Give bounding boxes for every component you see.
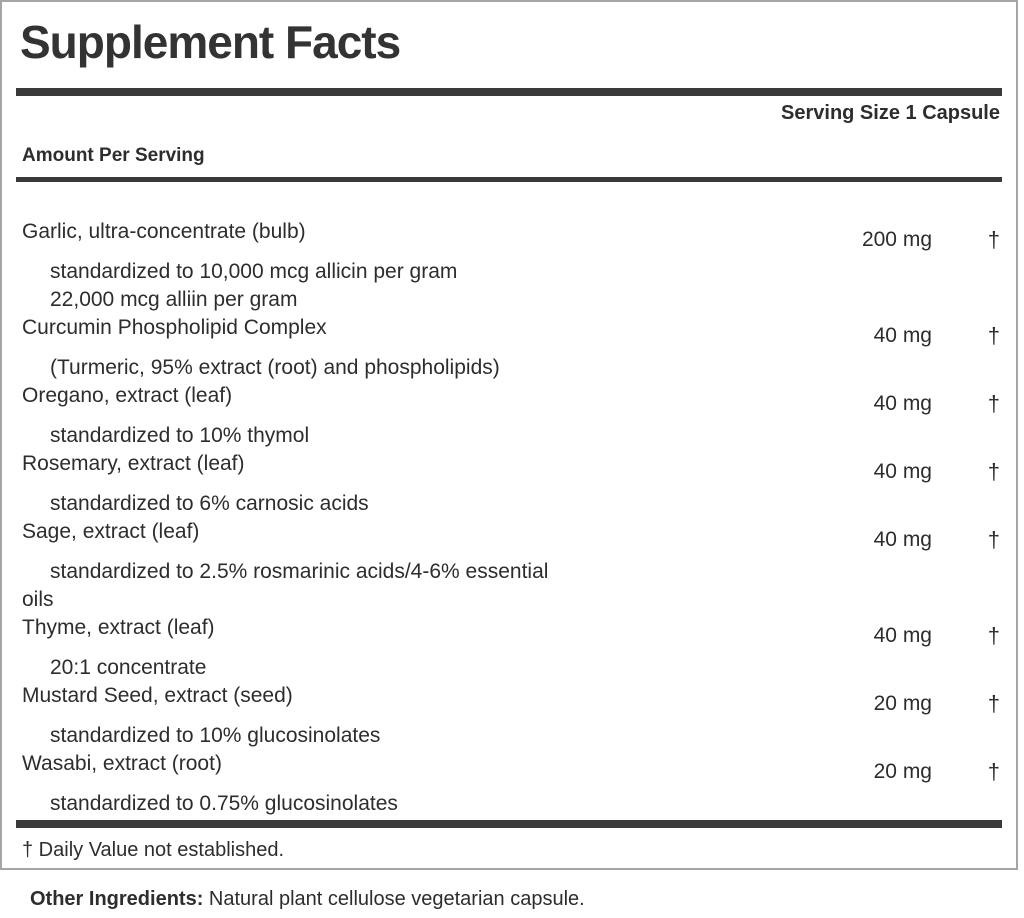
ingredient-amount: 40 mg: [873, 527, 932, 551]
ingredient-row-garlic: Garlic, ultra-concentrate (bulb) 200 mg …: [2, 218, 1016, 314]
supplement-facts-panel: Supplement Facts Serving Size 1 Capsule …: [0, 0, 1018, 870]
ingredient-amount: 200 mg: [861, 227, 932, 251]
ingredient-name: Thyme, extract (leaf): [22, 615, 215, 639]
serving-size: Serving Size 1 Capsule: [781, 101, 1000, 124]
divider-thick-top: [16, 87, 1002, 96]
ingredient-amount: 40 mg: [873, 323, 932, 347]
ingredient-amount: 40 mg: [873, 391, 932, 415]
daily-value-dagger: †: [987, 526, 1000, 552]
ingredient-detail-wrap: oils: [22, 587, 54, 611]
ingredient-detail: (Turmeric, 95% extract (root) and phosph…: [50, 355, 500, 379]
ingredient-name: Oregano, extract (leaf): [22, 383, 233, 407]
panel-title: Supplement Facts: [20, 16, 401, 68]
ingredient-name: Curcumin Phospholipid Complex: [22, 315, 327, 339]
amount-per-serving-header: Amount Per Serving: [22, 144, 205, 166]
other-ingredients: Other Ingredients: Natural plant cellulo…: [30, 886, 1024, 912]
ingredient-name: Wasabi, extract (root): [22, 751, 222, 775]
ingredient-amount: 40 mg: [873, 623, 932, 647]
ingredient-detail: 20:1 concentrate: [50, 655, 207, 679]
daily-value-dagger: †: [987, 226, 1000, 252]
ingredient-rows: Garlic, ultra-concentrate (bulb) 200 mg …: [2, 182, 1016, 818]
ingredient-main: Oregano, extract (leaf) 40 mg †: [2, 382, 1016, 416]
ingredient-main: Garlic, ultra-concentrate (bulb) 200 mg …: [2, 218, 1016, 252]
ingredient-name: Rosemary, extract (leaf): [22, 451, 245, 475]
ingredient-main: Curcumin Phospholipid Complex 40 mg †: [2, 314, 1016, 348]
ingredient-detail: standardized to 10% thymol: [50, 423, 310, 447]
daily-value-dagger: †: [987, 390, 1000, 416]
daily-value-dagger: †: [987, 622, 1000, 648]
ingredient-row-oregano: Oregano, extract (leaf) 40 mg † standard…: [2, 382, 1016, 450]
ingredient-name: Sage, extract (leaf): [22, 519, 200, 543]
divider-thick-bottom: [16, 819, 1002, 828]
ingredient-main: Mustard Seed, extract (seed) 20 mg †: [2, 682, 1016, 716]
divider-thin: [16, 176, 1002, 182]
ingredient-row-curcumin: Curcumin Phospholipid Complex 40 mg † (T…: [2, 314, 1016, 382]
ingredient-detail: standardized to 0.75% glucosinolates: [50, 791, 398, 815]
daily-value-dagger: †: [987, 322, 1000, 348]
ingredient-row-sage: Sage, extract (leaf) 40 mg † standardize…: [2, 518, 1016, 614]
ingredient-row-wasabi: Wasabi, extract (root) 20 mg † standardi…: [2, 750, 1016, 818]
ingredient-main: Thyme, extract (leaf) 40 mg †: [2, 614, 1016, 648]
ingredient-detail: standardized to 10,000 mcg allicin per g…: [50, 259, 458, 283]
other-ingredients-label: Other Ingredients:: [30, 888, 204, 910]
ingredient-name: Garlic, ultra-concentrate (bulb): [22, 219, 306, 243]
daily-value-dagger: †: [987, 458, 1000, 484]
ingredient-name: Mustard Seed, extract (seed): [22, 683, 293, 707]
daily-value-footnote: † Daily Value not established.: [22, 838, 285, 861]
ingredient-amount: 20 mg: [873, 691, 932, 715]
ingredient-main: Sage, extract (leaf) 40 mg †: [2, 518, 1016, 552]
ingredient-main: Rosemary, extract (leaf) 40 mg †: [2, 450, 1016, 484]
daily-value-dagger: †: [987, 758, 1000, 784]
ingredient-main: Wasabi, extract (root) 20 mg †: [2, 750, 1016, 784]
ingredient-detail: standardized to 2.5% rosmarinic acids/4-…: [50, 559, 549, 583]
ingredient-detail: standardized to 6% carnosic acids: [50, 491, 369, 515]
ingredient-amount: 20 mg: [873, 759, 932, 783]
ingredient-detail: standardized to 10% glucosinolates: [50, 723, 381, 747]
other-ingredients-text: Natural plant cellulose vegetarian capsu…: [203, 888, 585, 910]
ingredient-row-thyme: Thyme, extract (leaf) 40 mg † 20:1 conce…: [2, 614, 1016, 682]
ingredient-row-rosemary: Rosemary, extract (leaf) 40 mg † standar…: [2, 450, 1016, 518]
daily-value-dagger: †: [987, 690, 1000, 716]
ingredient-detail: 22,000 mcg alliin per gram: [50, 287, 298, 311]
ingredient-row-mustard-seed: Mustard Seed, extract (seed) 20 mg † sta…: [2, 682, 1016, 750]
ingredient-amount: 40 mg: [873, 459, 932, 483]
